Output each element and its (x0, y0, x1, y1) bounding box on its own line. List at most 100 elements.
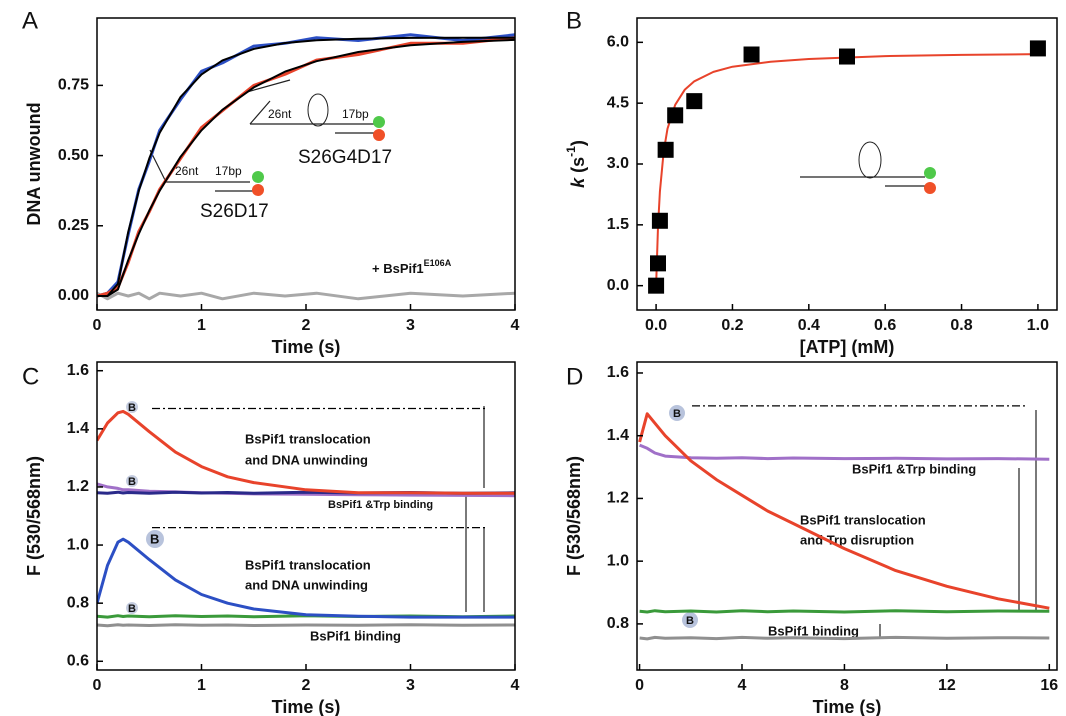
y-tick-label: 0.25 (58, 217, 89, 234)
data-point (743, 46, 760, 63)
fluorophore (924, 167, 936, 179)
series-line (97, 623, 515, 628)
quencher (373, 129, 385, 141)
data-point (667, 107, 684, 124)
x-tick-label: 0 (93, 317, 102, 334)
protein-icon (126, 602, 138, 614)
x-tick-label: 4 (738, 677, 747, 694)
y-tick-label: 6.0 (607, 34, 629, 51)
plot-area (655, 53, 1038, 286)
panel-letter: C (22, 363, 39, 390)
x-tick-label: 0.0 (645, 317, 667, 334)
annotation: 26nt (268, 107, 292, 121)
y-tick-label: 4.5 (607, 94, 629, 111)
y-axis-label-part: ) (568, 140, 588, 146)
y-tick-label: 0.6 (67, 653, 89, 670)
y-axis-label: F (530/568nm) (24, 456, 44, 576)
annotation: 17bp (215, 164, 242, 178)
x-tick-label: 12 (938, 677, 956, 694)
plot-area (638, 412, 1050, 641)
y-axis-label-part: -1 (564, 146, 578, 157)
series-line (638, 412, 1050, 610)
x-axis-label: [ATP] (mM) (800, 337, 895, 357)
annotation: BsPif1 translocation (245, 431, 371, 446)
plot-area (97, 33, 515, 301)
quencher (252, 184, 264, 196)
x-tick-label: 0 (635, 677, 644, 694)
data-point (657, 141, 674, 158)
annotation: BsPif1 translocation (245, 557, 371, 572)
panel-letter: A (22, 7, 38, 34)
arrows (359, 406, 485, 640)
y-axis-label: k (s-1) (564, 140, 588, 188)
annotation: BsPif1 translocation (800, 512, 926, 527)
data-point (648, 277, 665, 294)
annotation: and DNA unwinding (245, 577, 368, 592)
quencher (924, 182, 936, 194)
x-axis-label: Time (s) (272, 337, 341, 357)
annotation: BsPif1 &Trp binding (852, 461, 976, 476)
y-tick-label: 0.8 (607, 615, 629, 632)
annotation: BsPif1 binding (768, 623, 859, 638)
annotation: 17bp (342, 107, 369, 121)
plot-frame (636, 361, 1058, 671)
series-line (639, 635, 1050, 641)
arrows (879, 410, 1037, 637)
x-tick-label: 0.6 (874, 317, 896, 334)
annotation: S26D17 (200, 201, 269, 222)
icon-label: B (686, 615, 694, 627)
x-axis-label: Time (s) (272, 697, 341, 716)
y-tick-label: 1.4 (607, 427, 629, 444)
x-tick-label: 1.0 (1027, 317, 1049, 334)
annotation: BsPif1 &Trp binding (328, 499, 433, 511)
y-tick-label: 1.6 (607, 364, 629, 381)
x-tick-label: 1 (197, 317, 206, 334)
data-point (650, 255, 666, 272)
x-tick-label: 8 (840, 677, 849, 694)
icon-label: B (128, 402, 136, 414)
icon-label: B (673, 408, 681, 420)
y-tick-label: 1.4 (67, 420, 89, 437)
y-axis-label: F (530/568nm) (564, 456, 584, 576)
annotation: and DNA unwinding (245, 452, 368, 467)
plot-area (97, 409, 515, 628)
x-tick-label: 4 (511, 677, 520, 694)
y-tick-label: 0.0 (607, 277, 629, 294)
series-line (655, 53, 1038, 286)
series-line (97, 409, 515, 495)
icon-label: B (128, 476, 136, 488)
x-tick-label: 2 (302, 677, 311, 694)
data-point (651, 212, 668, 229)
data-point (1029, 40, 1046, 57)
series-line (97, 537, 515, 619)
y-tick-label: 0.50 (58, 147, 89, 164)
y-tick-label: 0.8 (67, 594, 89, 611)
x-tick-label: 0 (93, 677, 102, 694)
y-tick-label: 3.0 (607, 155, 629, 172)
y-tick-label: 1.6 (67, 362, 89, 379)
dna-schematic (800, 141, 925, 187)
panel-letter: D (566, 363, 583, 390)
panel-letter: B (566, 7, 582, 34)
plot-frame (636, 17, 1058, 311)
series-line (97, 36, 515, 297)
x-tick-label: 16 (1040, 677, 1058, 694)
series-line (639, 609, 1050, 614)
series-line (97, 38, 515, 297)
y-tick-label: 0.75 (58, 77, 89, 94)
fluorophore (373, 116, 385, 128)
data-point (839, 48, 855, 65)
icon-label: B (128, 603, 136, 615)
plot-frame (96, 361, 516, 671)
protein-icon (126, 401, 138, 413)
y-tick-label: 1.2 (67, 478, 89, 495)
y-axis-label: DNA unwound (24, 102, 44, 225)
y-tick-label: 1.5 (607, 216, 629, 233)
y-tick-label: 1.2 (607, 490, 629, 507)
annotation: + BsPif1E106A (372, 258, 452, 276)
series-line (97, 291, 515, 301)
data-point (686, 93, 703, 110)
x-tick-label: 0.8 (950, 317, 972, 334)
y-tick-label: 0.00 (58, 287, 89, 304)
